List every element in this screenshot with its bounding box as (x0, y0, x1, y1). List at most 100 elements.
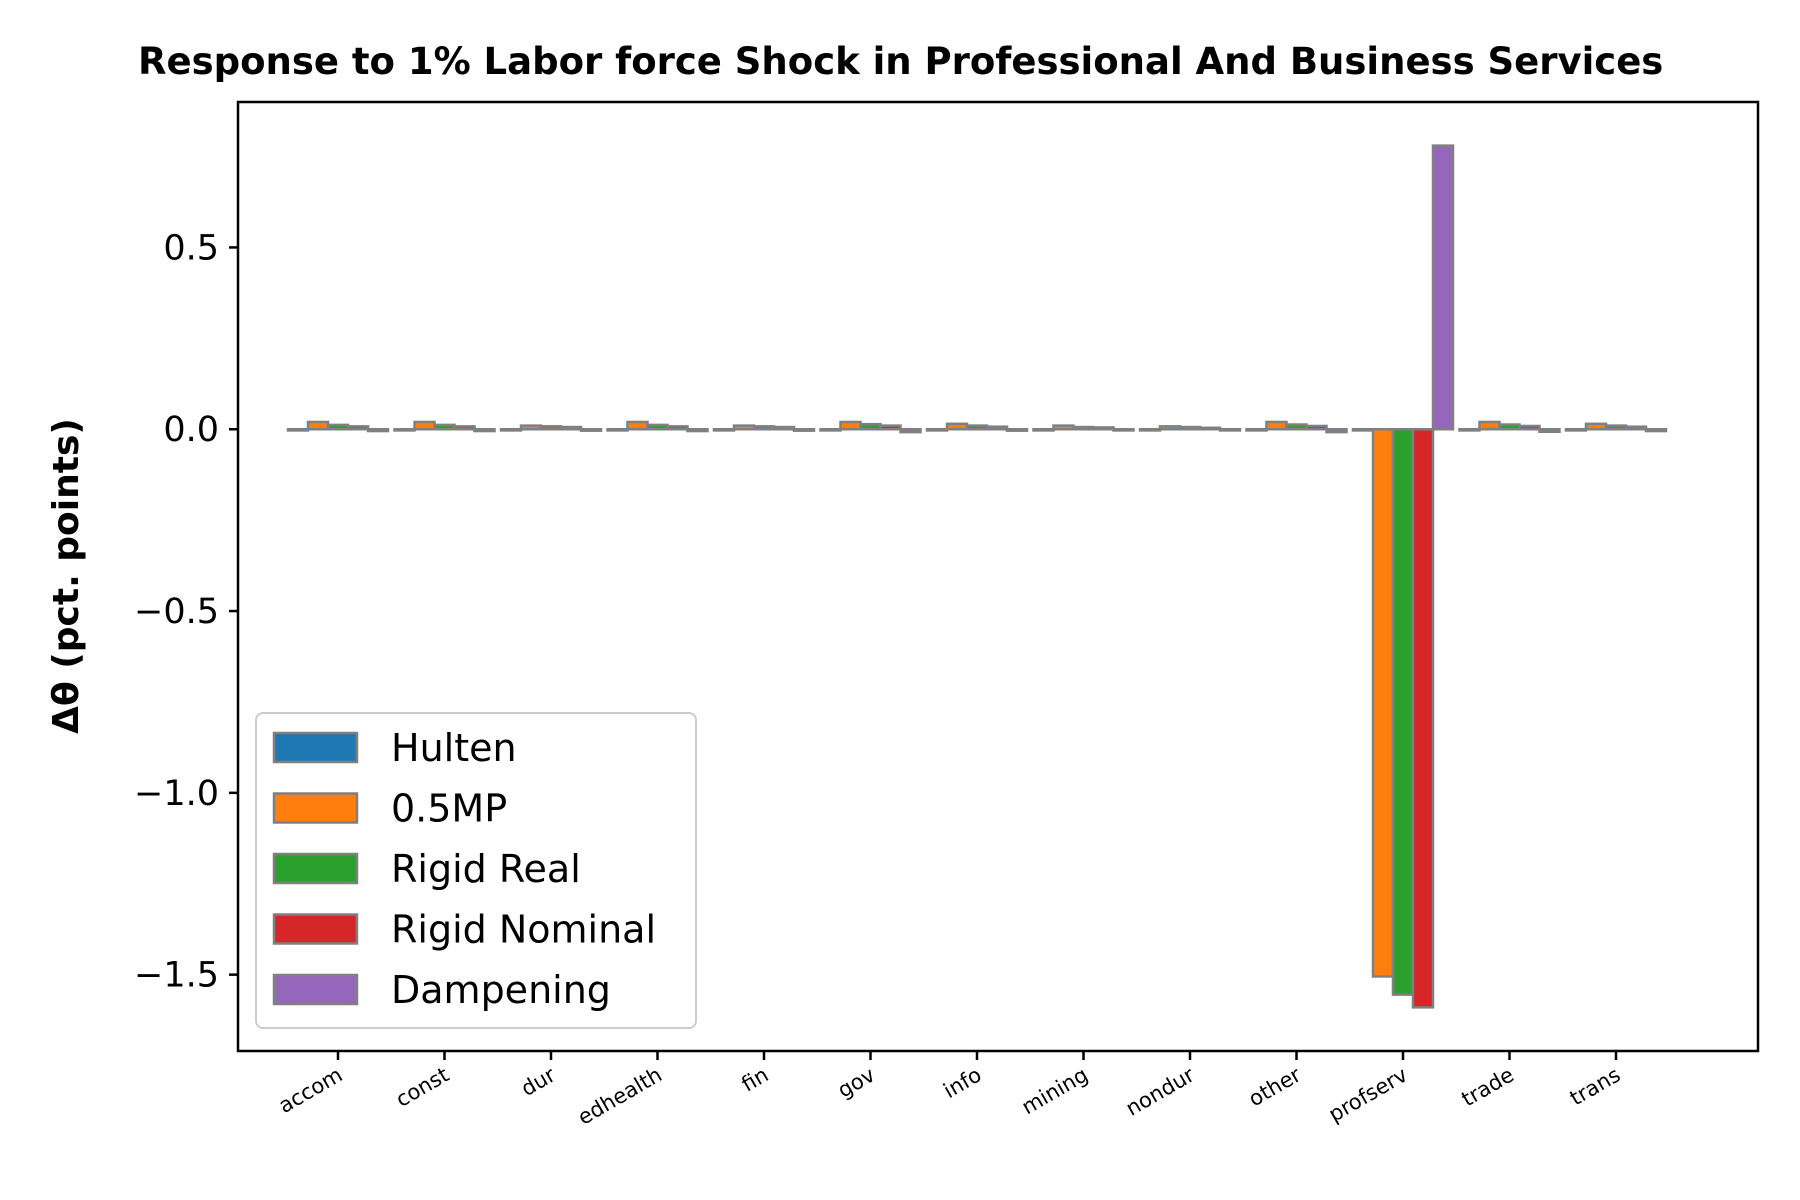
bar-other-dampening (1325, 427, 1348, 434)
bar-gov-rigid-real (859, 422, 882, 431)
plot-frame (236, 100, 1760, 1053)
x-tick-label-profserv: profserv (1324, 1063, 1411, 1127)
bar-info-0-5mp (945, 422, 969, 431)
y-tick-label: −0.5 (134, 592, 219, 632)
bar-const-rigid-real (433, 423, 456, 431)
bar-other-rigid-nominal (1305, 424, 1328, 431)
y-tick-label: 0.5 (163, 228, 219, 268)
bar-edhealth-0-5mp (626, 420, 649, 431)
legend-items: Hulten 0.5MP Rigid Real Rigid Nominal Dampen… (272, 726, 656, 1012)
y-tick-label: −1.5 (134, 956, 219, 996)
bar-accom-dampening (366, 427, 390, 433)
x-tick-label-trans: trans (1566, 1063, 1625, 1111)
bar-dur-hulten (499, 427, 523, 432)
bar-const-0-5mp (413, 420, 436, 431)
legend-swatch (272, 913, 359, 945)
bar-edhealth-rigid-nominal (666, 425, 689, 431)
bar-nondur-dampening (1218, 427, 1242, 432)
bar-fin-rigid-real (752, 425, 776, 431)
bar-fin-rigid-nominal (772, 425, 796, 431)
bar-nondur-0-5mp (1158, 425, 1182, 431)
bar-profserv-rigid-real (1391, 427, 1415, 996)
bar-edhealth-rigid-real (646, 423, 669, 431)
legend-label: Rigid Nominal (391, 908, 656, 952)
bar-nondur-rigid-real (1178, 425, 1202, 431)
legend-swatch (272, 973, 359, 1006)
bar-dur-dampening (579, 427, 603, 432)
bar-dur-0-5mp (519, 424, 543, 431)
x-tick-label-fin: fin (738, 1063, 773, 1097)
legend-label: 0.5MP (391, 787, 507, 831)
bar-profserv-0-5mp (1371, 427, 1395, 978)
bar-accom-hulten (286, 427, 310, 432)
y-tick-label: 0.0 (163, 410, 219, 450)
legend-swatch (272, 792, 359, 824)
bar-gov-hulten (819, 427, 842, 432)
bar-info-rigid-real (965, 424, 989, 431)
bar-trans-dampening (1644, 427, 1668, 433)
bar-fin-dampening (792, 427, 816, 432)
bar-fin-0-5mp (732, 424, 756, 431)
x-tick-label-nondur: nondur (1122, 1062, 1199, 1120)
bar-trade-rigid-real (1498, 423, 1521, 431)
legend-label: Rigid Real (391, 847, 581, 891)
bar-nondur-hulten (1138, 427, 1162, 432)
bar-const-hulten (393, 427, 416, 432)
bar-fin-hulten (712, 427, 736, 432)
bar-edhealth-hulten (606, 427, 629, 432)
bar-trans-rigid-nominal (1624, 425, 1648, 431)
x-tick-label-dur: dur (517, 1062, 560, 1101)
x-axis: accom const dur edhealth fin gov info mining non… (275, 1051, 1625, 1130)
bars-group (286, 144, 1668, 1009)
bar-mining-rigid-nominal (1092, 426, 1115, 431)
bar-info-dampening (1005, 427, 1029, 432)
bar-edhealth-dampening (686, 427, 709, 433)
bar-trade-rigid-nominal (1518, 424, 1541, 431)
bar-accom-0-5mp (306, 420, 330, 431)
legend-label: Hulten (391, 726, 517, 770)
bar-trade-dampening (1538, 427, 1561, 434)
bar-mining-rigid-real (1072, 425, 1095, 431)
bar-mining-hulten (1032, 427, 1055, 432)
bar-other-0-5mp (1265, 420, 1288, 431)
bar-gov-rigid-nominal (879, 424, 902, 431)
bar-profserv-rigid-nominal (1411, 427, 1435, 1009)
x-tick-label-trade: trade (1458, 1063, 1518, 1112)
bar-trans-0-5mp (1584, 422, 1608, 431)
bar-accom-rigid-real (326, 423, 350, 431)
bar-dur-rigid-nominal (559, 425, 583, 431)
bar-other-rigid-real (1285, 423, 1308, 431)
bar-mining-0-5mp (1052, 424, 1075, 431)
legend-swatch (272, 731, 359, 764)
bar-trade-hulten (1458, 427, 1481, 432)
bar-accom-rigid-nominal (346, 425, 370, 431)
x-tick-label-mining: mining (1018, 1063, 1092, 1120)
x-tick-label-gov: gov (834, 1063, 879, 1103)
bar-gov-dampening (899, 427, 922, 434)
x-tick-label-accom: accom (275, 1063, 347, 1118)
bar-const-rigid-nominal (453, 425, 476, 431)
legend-swatch (272, 852, 359, 885)
bar-dur-rigid-real (539, 425, 563, 431)
bar-nondur-rigid-nominal (1198, 426, 1222, 431)
bar-other-hulten (1245, 427, 1268, 432)
bar-trans-rigid-real (1604, 424, 1628, 431)
y-axis-label: Δθ (pct. points) (46, 418, 87, 734)
legend: Hulten 0.5MP Rigid Real Rigid Nominal Dampen… (255, 712, 697, 1029)
x-tick-label-info: info (939, 1063, 985, 1103)
bar-mining-dampening (1112, 427, 1135, 432)
bar-trade-0-5mp (1478, 420, 1501, 431)
bar-trans-hulten (1564, 427, 1588, 432)
bar-info-rigid-nominal (985, 425, 1009, 431)
y-tick-label: −1.0 (134, 774, 219, 814)
bar-gov-0-5mp (839, 420, 862, 431)
bar-profserv-dampening (1431, 144, 1455, 431)
bar-profserv-hulten (1351, 427, 1375, 432)
bar-const-dampening (473, 427, 496, 433)
x-tick-label-const: const (392, 1063, 453, 1112)
legend-label: Dampening (391, 968, 611, 1012)
legend-box (255, 712, 697, 1029)
chart-title: Response to 1% Labor force Shock in Prof… (138, 40, 1663, 83)
x-tick-label-other: other (1245, 1062, 1306, 1111)
